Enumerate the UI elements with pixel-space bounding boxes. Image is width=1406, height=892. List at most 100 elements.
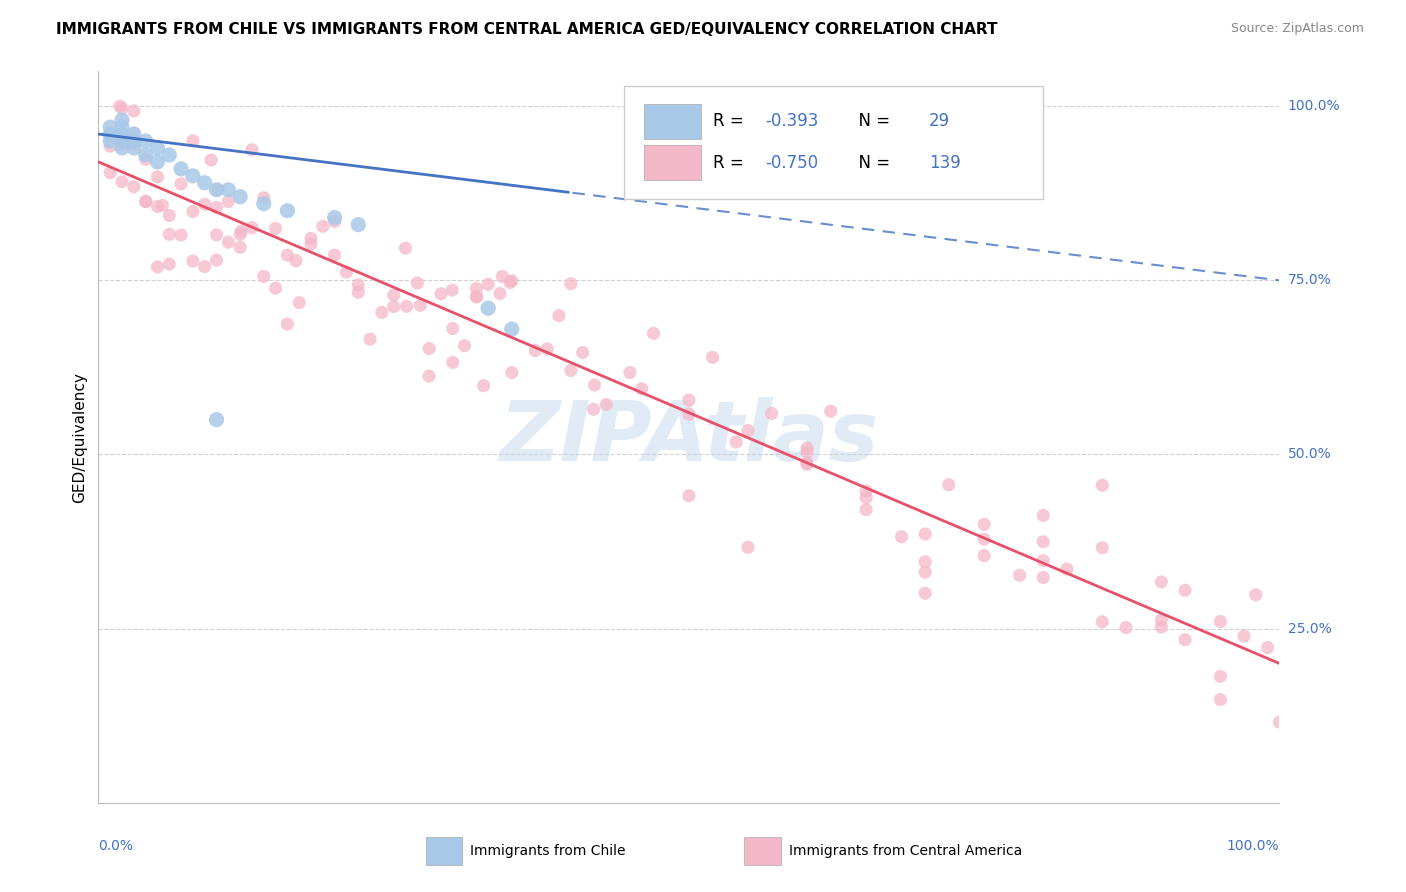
Point — [406, 276, 429, 290]
Point — [1008, 568, 1031, 582]
Point — [890, 530, 912, 544]
Point — [312, 219, 335, 234]
Text: 139: 139 — [929, 153, 960, 172]
Point — [465, 281, 488, 295]
Point — [205, 227, 228, 242]
Point — [122, 126, 145, 140]
Point — [465, 290, 488, 304]
Point — [1233, 629, 1256, 643]
Point — [347, 277, 370, 292]
Point — [253, 269, 276, 284]
Point — [501, 322, 523, 336]
Point — [560, 363, 582, 377]
Point — [1056, 562, 1078, 576]
Point — [276, 203, 298, 218]
Point — [347, 218, 370, 232]
Point — [323, 214, 346, 228]
Point — [157, 148, 180, 162]
Point — [170, 177, 193, 191]
Point — [111, 113, 134, 128]
FancyBboxPatch shape — [644, 103, 700, 138]
Point — [1032, 534, 1054, 549]
Point — [820, 404, 842, 418]
Point — [276, 317, 298, 331]
Point — [477, 301, 499, 316]
Point — [499, 276, 522, 290]
Point — [914, 527, 936, 541]
Point — [441, 321, 464, 335]
Text: 75.0%: 75.0% — [1288, 273, 1331, 287]
Text: Source: ZipAtlas.com: Source: ZipAtlas.com — [1230, 22, 1364, 36]
Point — [1209, 615, 1232, 629]
Point — [1209, 692, 1232, 706]
Point — [229, 240, 252, 254]
FancyBboxPatch shape — [426, 838, 463, 865]
Point — [122, 103, 145, 118]
Point — [122, 179, 145, 194]
Point — [643, 326, 665, 341]
Point — [973, 532, 995, 546]
Point — [382, 300, 405, 314]
Point — [489, 286, 512, 301]
Point — [205, 201, 228, 215]
Point — [253, 191, 276, 205]
Point — [914, 586, 936, 600]
Point — [135, 153, 157, 167]
Point — [181, 204, 204, 219]
Point — [146, 260, 169, 274]
Point — [430, 286, 453, 301]
Point — [1150, 574, 1173, 589]
Point — [170, 227, 193, 242]
Text: Immigrants from Central America: Immigrants from Central America — [789, 844, 1022, 858]
Point — [347, 285, 370, 300]
Point — [98, 139, 121, 153]
Point — [152, 198, 174, 212]
Point — [108, 99, 131, 113]
FancyBboxPatch shape — [644, 145, 700, 180]
Point — [472, 378, 495, 392]
Point — [229, 227, 252, 242]
Point — [217, 235, 239, 250]
Point — [122, 137, 145, 152]
Point — [796, 445, 818, 459]
Point — [796, 458, 818, 472]
Point — [678, 489, 700, 503]
Point — [170, 161, 193, 176]
Point — [205, 253, 228, 268]
Point — [157, 209, 180, 223]
Point — [524, 343, 547, 358]
Point — [465, 290, 488, 304]
Point — [1150, 613, 1173, 627]
Point — [477, 277, 499, 292]
Point — [299, 231, 322, 245]
Point — [157, 257, 180, 271]
Text: Immigrants from Chile: Immigrants from Chile — [471, 844, 626, 858]
Point — [284, 253, 307, 268]
Point — [491, 269, 513, 284]
FancyBboxPatch shape — [624, 86, 1043, 200]
Point — [382, 288, 405, 302]
Point — [98, 120, 121, 134]
Point — [359, 332, 381, 346]
Point — [122, 141, 145, 155]
Point — [855, 483, 877, 498]
Text: R =: R = — [713, 112, 748, 130]
Point — [441, 355, 464, 369]
Point — [914, 565, 936, 579]
Text: ZIPAtlas: ZIPAtlas — [499, 397, 879, 477]
Point — [1257, 640, 1279, 655]
Text: -0.750: -0.750 — [766, 153, 818, 172]
Text: 29: 29 — [929, 112, 950, 130]
Point — [264, 221, 287, 235]
Point — [135, 194, 157, 209]
Point — [1268, 714, 1291, 729]
Text: N =: N = — [848, 153, 896, 172]
Point — [619, 366, 641, 380]
Point — [207, 182, 229, 196]
Point — [299, 237, 322, 252]
Point — [737, 541, 759, 555]
Point — [855, 491, 877, 505]
Point — [796, 456, 818, 470]
Point — [276, 248, 298, 262]
Point — [146, 141, 169, 155]
